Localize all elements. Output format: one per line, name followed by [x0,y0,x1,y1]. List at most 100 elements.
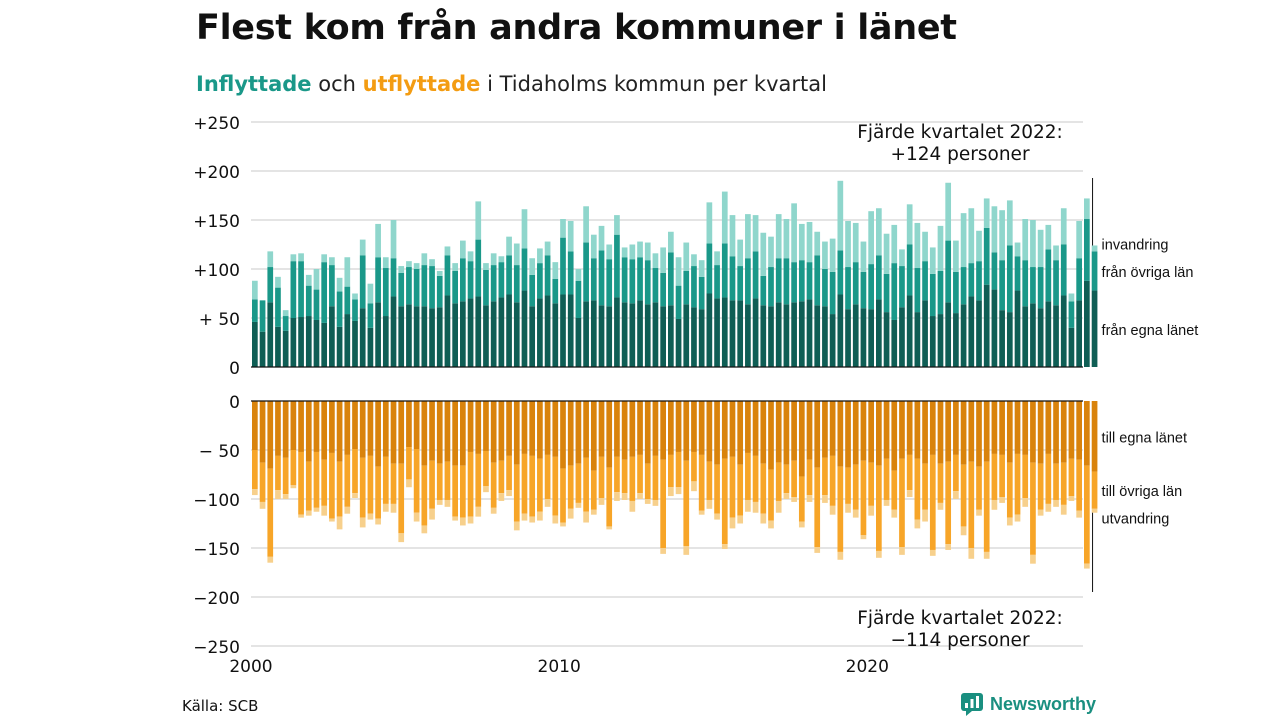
bar-utflyttade [560,401,566,469]
bar-utflyttade [513,521,520,531]
bar-inflyttade [313,319,320,367]
bar-utflyttade [768,401,774,470]
bar-utflyttade [398,401,405,464]
bar-utflyttade [567,465,574,509]
bar-utflyttade [352,493,358,499]
bar-utflyttade [521,513,528,521]
bar-inflyttade [421,306,428,367]
bar-utflyttade [614,401,620,457]
bar-inflyttade [668,231,674,253]
bar-utflyttade [714,401,720,465]
bar-inflyttade [529,274,536,307]
bar-inflyttade [953,271,959,314]
bar-inflyttade [1014,290,1021,367]
bar-utflyttade [452,401,458,466]
bar-utflyttade [614,456,620,493]
bar-utflyttade [483,450,489,487]
bar-utflyttade [436,463,443,500]
bar-utflyttade [953,454,959,492]
bar-inflyttade [467,298,474,367]
bar-utflyttade [290,450,297,486]
bar-inflyttade [976,230,982,262]
bar-utflyttade [537,458,543,512]
bar-inflyttade [336,326,343,367]
bar-inflyttade [814,255,821,306]
bar-utflyttade [475,506,482,517]
bar-utflyttade [752,455,759,502]
bar-inflyttade [329,306,335,367]
series-label-top: från övriga län [1102,265,1194,281]
bar-utflyttade [560,468,566,523]
bar-inflyttade [922,261,928,301]
bar-utflyttade [660,401,666,460]
bar-inflyttade [1030,267,1036,304]
bar-inflyttade [305,274,312,286]
subtitle-och: och [318,72,356,96]
bar-inflyttade [768,306,774,367]
bar-utflyttade [1037,509,1044,516]
bar-inflyttade [560,219,566,238]
bar-utflyttade [806,459,813,496]
bar-inflyttade [868,309,874,367]
bar-utflyttade [1037,463,1044,510]
bar-inflyttade [899,249,905,267]
bar-utflyttade [883,401,890,459]
bar-inflyttade [937,270,944,315]
bar-utflyttade [783,464,790,494]
bar-utflyttade [275,490,281,499]
bar-utflyttade [305,461,312,511]
bar-inflyttade [567,294,574,367]
bar-utflyttade [498,460,505,494]
bar-inflyttade [752,251,759,299]
bar-inflyttade [367,283,374,304]
bar-inflyttade [513,302,520,367]
bar-inflyttade [914,312,921,367]
bar-utflyttade [775,401,782,463]
bar-inflyttade [714,251,720,266]
bar-inflyttade [991,289,998,367]
bar-utflyttade [860,401,867,461]
bar-utflyttade [644,401,651,464]
bar-utflyttade [529,516,536,523]
bar-inflyttade [629,303,636,367]
y-tick-label-bottom: −150 [193,540,240,560]
bar-utflyttade [945,544,952,550]
bar-utflyttade [876,550,882,558]
bar-utflyttade [629,401,636,457]
bar-utflyttade [768,520,774,529]
bar-utflyttade [737,401,744,465]
y-tick-label-bottom: 0 [229,393,240,413]
bar-utflyttade [475,453,482,507]
bar-inflyttade [606,244,613,260]
bar-utflyttade [429,508,435,520]
subtitle-utflyttade: utflyttade [362,72,481,96]
bar-inflyttade [552,262,559,279]
bar-inflyttade [822,306,828,367]
y-tick-label-top: +200 [193,163,240,183]
bar-utflyttade [999,401,1005,455]
bar-utflyttade [791,497,797,502]
bar-utflyttade [1022,454,1029,499]
bar-inflyttade [1060,244,1067,296]
bar-utflyttade [1014,514,1021,522]
bar-inflyttade [668,252,674,306]
bar-inflyttade [729,215,736,257]
bar-utflyttade [852,401,859,465]
bar-inflyttade [806,221,813,263]
bar-utflyttade [490,507,497,514]
y-tick-label-bottom: −250 [193,638,240,658]
bar-inflyttade [567,220,574,252]
bar-utflyttade [960,401,967,465]
bar-inflyttade [436,270,443,276]
bar-inflyttade [945,182,952,241]
bar-utflyttade [914,519,921,529]
bar-utflyttade [1060,504,1067,515]
bar-inflyttade [929,316,936,367]
bar-utflyttade [336,461,343,517]
bar-utflyttade [513,401,520,465]
annotation-bottom-line2: −114 personer [890,630,1029,651]
bar-utflyttade [1045,453,1052,504]
bar-utflyttade [675,487,682,495]
bar-inflyttade [737,266,744,301]
bar-utflyttade [313,451,320,508]
